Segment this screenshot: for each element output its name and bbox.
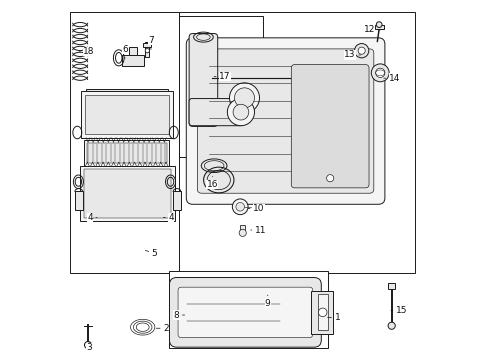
Text: 10: 10 <box>247 204 264 213</box>
Bar <box>145 42 149 57</box>
Circle shape <box>387 322 394 329</box>
Circle shape <box>84 342 91 348</box>
Bar <box>317 294 327 330</box>
Text: 2: 2 <box>156 324 168 333</box>
Circle shape <box>357 47 365 54</box>
FancyBboxPatch shape <box>186 38 384 204</box>
Circle shape <box>375 68 384 77</box>
Bar <box>122 55 143 66</box>
Bar <box>85 89 167 98</box>
FancyBboxPatch shape <box>291 64 368 188</box>
Bar <box>374 25 383 28</box>
Circle shape <box>235 203 244 211</box>
Bar <box>173 191 181 210</box>
Bar <box>129 47 136 55</box>
Text: 15: 15 <box>390 306 407 315</box>
Circle shape <box>229 83 259 113</box>
Text: 12: 12 <box>363 26 380 35</box>
Text: 9: 9 <box>264 295 270 308</box>
Circle shape <box>318 308 326 317</box>
Bar <box>169 271 328 348</box>
Text: 13: 13 <box>344 50 360 59</box>
Bar <box>83 169 171 217</box>
Text: 1: 1 <box>327 313 340 322</box>
Bar <box>310 291 332 334</box>
FancyBboxPatch shape <box>189 99 243 126</box>
FancyBboxPatch shape <box>169 278 321 347</box>
Bar <box>85 95 168 134</box>
Text: 16: 16 <box>206 176 218 189</box>
Circle shape <box>232 199 247 215</box>
Text: 7: 7 <box>148 36 153 50</box>
Text: 14: 14 <box>383 74 399 83</box>
Bar <box>179 12 414 273</box>
Text: 18: 18 <box>80 47 95 56</box>
Text: 11: 11 <box>250 225 266 234</box>
Bar <box>86 143 166 163</box>
Text: 4: 4 <box>87 213 97 222</box>
FancyBboxPatch shape <box>189 33 217 126</box>
FancyBboxPatch shape <box>197 49 373 193</box>
Bar <box>70 12 181 273</box>
Bar <box>81 91 173 138</box>
FancyBboxPatch shape <box>178 287 312 338</box>
Circle shape <box>227 99 254 126</box>
Text: 5: 5 <box>145 249 157 258</box>
Bar <box>143 43 151 47</box>
Circle shape <box>234 88 254 108</box>
Bar <box>83 140 169 166</box>
Circle shape <box>145 49 149 53</box>
Bar <box>179 16 263 157</box>
Circle shape <box>376 22 381 27</box>
Circle shape <box>239 229 246 237</box>
Circle shape <box>233 104 248 120</box>
Circle shape <box>370 64 388 82</box>
Circle shape <box>354 44 368 58</box>
Bar <box>240 225 244 233</box>
Text: 3: 3 <box>86 342 92 352</box>
Text: 17: 17 <box>214 72 230 81</box>
Text: 4: 4 <box>163 213 174 222</box>
Text: 6: 6 <box>122 45 127 59</box>
Bar <box>80 166 175 221</box>
Circle shape <box>326 175 333 182</box>
Bar <box>387 283 394 289</box>
Bar <box>75 191 82 210</box>
Text: 8: 8 <box>173 311 184 320</box>
